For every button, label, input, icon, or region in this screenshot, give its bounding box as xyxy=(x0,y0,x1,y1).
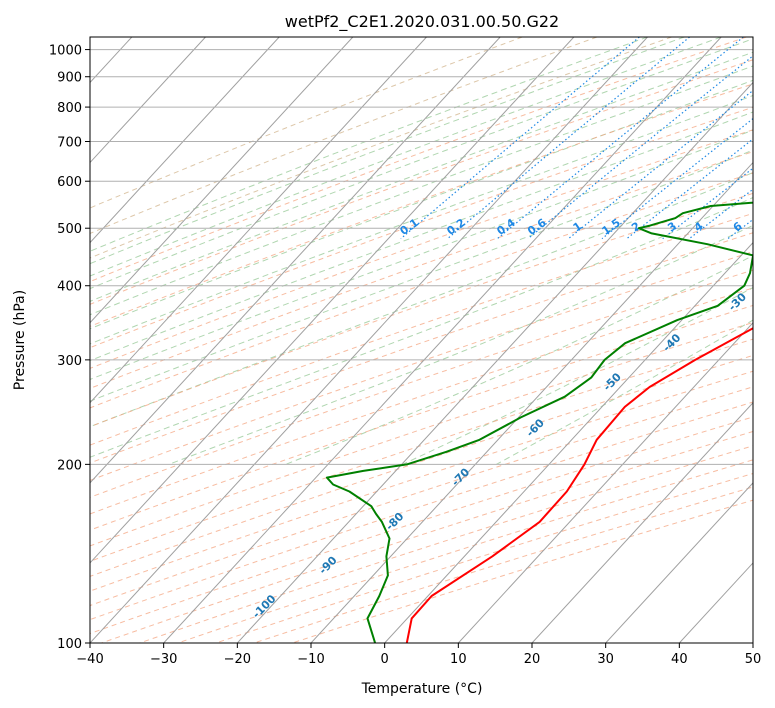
x-tick-label: 20 xyxy=(524,652,541,667)
dry-adiabat-line xyxy=(90,321,753,547)
chart-title: wetPf2_C2E1.2020.031.00.50.G22 xyxy=(285,12,559,32)
moist-adiabat-line xyxy=(90,94,753,345)
series-lines xyxy=(325,201,753,643)
isotherm-line xyxy=(457,321,753,643)
moist-adiabat-line xyxy=(90,65,753,316)
isotherms xyxy=(90,37,753,643)
isotherm-line xyxy=(90,37,575,564)
dry-adiabat-line xyxy=(90,172,753,409)
moist-adiabat-line xyxy=(90,51,753,302)
dry-adiabat-line xyxy=(90,386,753,607)
x-tick-label: 40 xyxy=(671,652,688,667)
y-tick-label: 900 xyxy=(57,71,82,86)
x-tick-label: 0 xyxy=(381,652,389,667)
x-tick-label: −30 xyxy=(150,652,177,667)
moist-adiabat-line xyxy=(90,197,753,458)
plot-frame xyxy=(89,36,754,644)
moist-adiabat-line xyxy=(402,286,753,465)
dry-adiabat-line xyxy=(90,59,753,305)
mixing-ratio-line xyxy=(568,89,753,240)
y-axis-label: Pressure (hPa) xyxy=(12,290,28,390)
dry-adiabat-line xyxy=(90,232,753,464)
x-tick-label: −20 xyxy=(224,652,251,667)
moist-adiabat-line xyxy=(90,129,753,381)
x-tick-label: −40 xyxy=(76,652,103,667)
dry-adiabat-line xyxy=(90,370,753,592)
moist-adiabat-line xyxy=(90,37,685,265)
moist-adiabat-line xyxy=(90,171,753,428)
moist-adiabat-line xyxy=(496,319,753,465)
y-tick-label: 700 xyxy=(57,135,82,150)
dry-adiabat-line xyxy=(90,37,747,283)
y-tick-label: 800 xyxy=(57,101,82,116)
isotherm-line xyxy=(90,37,501,484)
moist-adiabat-line xyxy=(90,111,753,362)
moist-adiabat-line xyxy=(90,79,753,330)
isotherm-line xyxy=(90,37,206,164)
isotherm-line xyxy=(236,81,753,643)
mixing-ratio-line xyxy=(496,37,744,240)
dry-adiabat-line xyxy=(90,192,753,428)
dry-adiabat-line xyxy=(90,83,753,327)
dewpoint-profile-line xyxy=(325,201,753,643)
isotherm-line xyxy=(384,241,753,643)
moist-adiabat-line xyxy=(90,37,648,252)
y-axis-ticks: 100 200 300 400 500 600 700 800 900 1000 xyxy=(49,44,90,652)
y-tick-label: 600 xyxy=(57,175,82,190)
isotherm-line xyxy=(90,37,648,643)
y-tick-label: 1000 xyxy=(49,44,82,59)
moist-adiabat-line xyxy=(90,38,753,290)
y-tick-label: 100 xyxy=(57,637,82,652)
dry-adiabat-line xyxy=(90,37,598,234)
x-axis-label: Temperature (°C) xyxy=(361,681,483,697)
pressure-gridlines xyxy=(90,49,753,643)
dry-adiabat-line xyxy=(90,37,523,209)
y-tick-label: 200 xyxy=(57,458,82,473)
y-tick-label: 300 xyxy=(57,354,82,369)
x-axis-ticks: −40 −30 −20 −10 0 10 20 30 40 50 xyxy=(76,643,761,667)
x-tick-label: 30 xyxy=(597,652,614,667)
y-tick-label: 400 xyxy=(57,280,82,295)
moist-adiabat-line xyxy=(90,149,753,402)
x-tick-label: −10 xyxy=(297,652,324,667)
isotherm-line xyxy=(90,37,427,404)
isotherm-line xyxy=(90,37,280,244)
isotherm-line xyxy=(605,482,753,643)
mixing-ratio-line xyxy=(400,37,640,240)
mixing-ratio-lines xyxy=(400,37,753,240)
dry-adiabat-line xyxy=(90,37,672,259)
y-tick-label: 500 xyxy=(57,222,82,237)
moist-adiabats xyxy=(90,37,753,465)
isotherm-line xyxy=(163,37,722,643)
x-tick-label: 10 xyxy=(450,652,467,667)
dry-adiabat-line xyxy=(90,338,753,562)
isotherm-line xyxy=(90,37,354,324)
isotherm-line xyxy=(310,161,753,643)
dry-adiabat-line xyxy=(90,287,753,515)
temperature-profile-line xyxy=(405,327,753,643)
isotherm-line xyxy=(531,402,753,643)
x-tick-label: 50 xyxy=(745,652,762,667)
moist-adiabat-line xyxy=(90,37,722,277)
